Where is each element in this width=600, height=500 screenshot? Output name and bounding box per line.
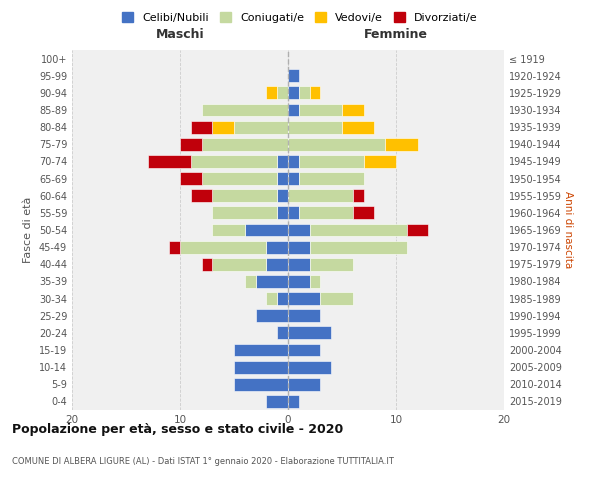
Bar xyxy=(266,292,277,305)
Bar xyxy=(266,258,288,270)
Bar xyxy=(212,258,266,270)
Bar xyxy=(256,275,288,288)
Bar xyxy=(353,206,374,220)
Bar xyxy=(288,138,385,150)
Bar xyxy=(288,86,299,100)
Bar xyxy=(212,120,234,134)
Bar xyxy=(342,104,364,117)
Bar xyxy=(320,292,353,305)
Bar xyxy=(288,190,353,202)
Bar xyxy=(277,86,288,100)
Bar xyxy=(288,155,299,168)
Bar xyxy=(288,172,299,185)
Bar xyxy=(202,138,288,150)
Bar xyxy=(191,120,212,134)
Bar xyxy=(288,378,320,390)
Bar xyxy=(385,138,418,150)
Bar xyxy=(234,360,288,374)
Bar xyxy=(256,310,288,322)
Bar xyxy=(234,378,288,390)
Bar xyxy=(299,206,353,220)
Bar xyxy=(288,104,299,117)
Bar xyxy=(202,172,277,185)
Bar xyxy=(407,224,428,236)
Bar xyxy=(299,104,342,117)
Bar xyxy=(288,206,299,220)
Bar xyxy=(299,86,310,100)
Bar xyxy=(202,258,212,270)
Text: Popolazione per età, sesso e stato civile - 2020: Popolazione per età, sesso e stato civil… xyxy=(12,422,343,436)
Bar xyxy=(266,86,277,100)
Bar xyxy=(288,275,310,288)
Bar xyxy=(288,240,310,254)
Bar xyxy=(310,86,320,100)
Bar xyxy=(310,240,407,254)
Bar xyxy=(202,104,288,117)
Bar xyxy=(234,344,288,356)
Bar xyxy=(288,360,331,374)
Bar xyxy=(212,190,277,202)
Bar xyxy=(310,224,407,236)
Text: Maschi: Maschi xyxy=(155,28,205,42)
Bar xyxy=(266,240,288,254)
Bar xyxy=(288,70,299,82)
Bar xyxy=(212,206,277,220)
Bar xyxy=(180,240,266,254)
Bar xyxy=(266,395,288,408)
Bar xyxy=(148,155,191,168)
Bar xyxy=(191,190,212,202)
Y-axis label: Anni di nascita: Anni di nascita xyxy=(563,192,573,268)
Bar xyxy=(288,344,320,356)
Bar xyxy=(245,224,288,236)
Y-axis label: Fasce di età: Fasce di età xyxy=(23,197,33,263)
Bar xyxy=(277,292,288,305)
Bar xyxy=(277,172,288,185)
Bar xyxy=(191,155,277,168)
Legend: Celibi/Nubili, Coniugati/e, Vedovi/e, Divorziati/e: Celibi/Nubili, Coniugati/e, Vedovi/e, Di… xyxy=(118,8,482,28)
Bar xyxy=(288,310,320,322)
Bar xyxy=(288,395,299,408)
Bar xyxy=(288,326,331,340)
Bar xyxy=(169,240,180,254)
Bar xyxy=(288,224,310,236)
Bar xyxy=(310,275,320,288)
Bar xyxy=(245,275,256,288)
Bar xyxy=(234,120,288,134)
Text: COMUNE DI ALBERA LIGURE (AL) - Dati ISTAT 1° gennaio 2020 - Elaborazione TUTTITA: COMUNE DI ALBERA LIGURE (AL) - Dati ISTA… xyxy=(12,458,394,466)
Bar xyxy=(180,138,202,150)
Bar xyxy=(212,224,245,236)
Bar xyxy=(310,258,353,270)
Bar xyxy=(288,120,342,134)
Bar xyxy=(277,206,288,220)
Bar xyxy=(353,190,364,202)
Bar xyxy=(299,172,364,185)
Bar xyxy=(288,258,310,270)
Text: Femmine: Femmine xyxy=(364,28,428,42)
Bar xyxy=(342,120,374,134)
Bar xyxy=(277,155,288,168)
Bar xyxy=(299,155,364,168)
Bar xyxy=(277,326,288,340)
Bar xyxy=(277,190,288,202)
Bar xyxy=(364,155,396,168)
Bar xyxy=(180,172,202,185)
Bar xyxy=(288,292,320,305)
